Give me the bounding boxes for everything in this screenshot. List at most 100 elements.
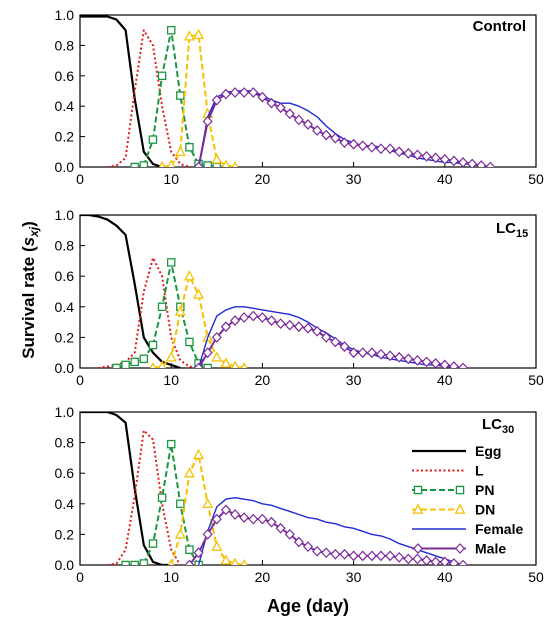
data-point-male [302,322,314,334]
legend-marker [412,503,424,514]
data-point-male [385,550,396,562]
panel-title-lc30: LC30 [482,416,514,436]
data-point-dn [183,30,195,41]
x-tick-label: 50 [528,569,544,585]
data-point-male [330,548,341,560]
data-point-male [211,513,222,525]
data-point-dn [167,559,175,565]
data-point-male [239,87,250,98]
data-point-male [211,94,222,106]
data-point-male [339,137,350,149]
series-line-egg [80,412,172,565]
panel-1: 0 10 20 30 40 50 0.0 0.2 0.4 0.6 0.8 1.0 [55,7,544,187]
y-tick-label: 0.6 [55,268,75,284]
data-point-male [394,146,405,158]
data-point-male [193,161,204,167]
legend-entry-dn: DN [412,502,495,518]
data-point-male [312,545,323,557]
data-point-male [220,88,231,100]
data-point-male [193,547,204,559]
plot-frame [79,14,537,168]
data-point-male [248,87,259,98]
series-group [80,15,496,167]
series-line-l [107,429,182,565]
data-point-male [284,319,295,331]
data-point-dn [231,161,239,167]
legend-marker [455,485,465,495]
data-point-dn [174,145,186,157]
series-line-male [197,91,491,167]
data-point-male [220,504,231,516]
data-point-male [366,347,377,359]
data-point-dn [193,448,205,460]
x-axis-label: Age (day) [267,596,349,616]
data-point-dn [211,351,223,362]
data-point-male [220,321,231,333]
data-point-dn [231,360,240,368]
x-tick-label: 20 [255,569,271,585]
data-point-dn [240,559,248,565]
data-point-male [266,516,277,528]
legend-label: Female [475,521,523,537]
data-point-male [257,513,268,525]
data-point-male [230,509,241,520]
data-point-dn [158,360,167,368]
legend-label: DN [475,502,495,518]
data-point-male [385,143,396,155]
data-point-pn [121,360,130,368]
data-point-dn [174,528,186,539]
legend-label: PN [475,482,494,498]
legend-entry-female: Female [412,521,523,537]
data-point-pn [176,499,185,509]
data-point-pn [148,340,158,350]
x-tick-label: 40 [437,372,453,388]
data-point-male [348,550,359,562]
data-point-male [230,315,241,326]
data-point-male [485,161,496,167]
data-point-dn [165,351,177,362]
data-point-pn [148,539,158,548]
data-point-male [467,158,478,167]
x-tick-label: 30 [346,171,362,187]
y-tick-label: 0.4 [55,98,75,114]
x-tick-label: 30 [346,569,362,585]
data-point-male [366,141,377,153]
data-point-male [312,325,323,337]
x-tick-label: 0 [76,372,84,388]
data-point-male [448,558,459,565]
y-tick-label: 0.0 [55,557,75,573]
data-point-male [403,353,414,365]
x-tick-label: 0 [76,569,84,585]
data-point-male [202,347,213,359]
data-point-dn [183,270,195,281]
x-tick-label: 10 [163,171,179,187]
data-point-male [275,102,286,114]
data-point-male [293,321,304,333]
series-line-pn [134,29,217,167]
data-point-male [257,91,268,103]
y-tick-label: 0.4 [55,299,75,315]
data-point-dn [193,288,205,299]
data-point-male [193,362,204,368]
data-point-male [275,318,286,330]
data-point-male [239,512,250,523]
series-line-egg [80,215,181,368]
series-group [80,215,469,368]
series-line-l [107,29,190,167]
data-point-male [184,559,195,565]
data-point-male [202,529,213,540]
legend-entry-male: Male [412,541,506,557]
data-point-dn [220,554,232,565]
x-tick-label: 10 [163,372,179,388]
data-point-male [202,116,213,127]
panel-3: 0 10 20 30 40 50 0.0 0.2 0.4 0.6 0.8 1.0 [55,404,544,585]
data-point-male [439,359,450,368]
data-point-male [330,132,341,144]
data-point-pn [166,25,176,35]
data-point-pn [139,559,149,565]
data-point-pn [166,439,176,449]
data-point-pn [203,161,212,167]
data-point-male [412,354,423,366]
y-tick-label: 0.8 [55,238,75,254]
data-point-male [284,108,295,120]
